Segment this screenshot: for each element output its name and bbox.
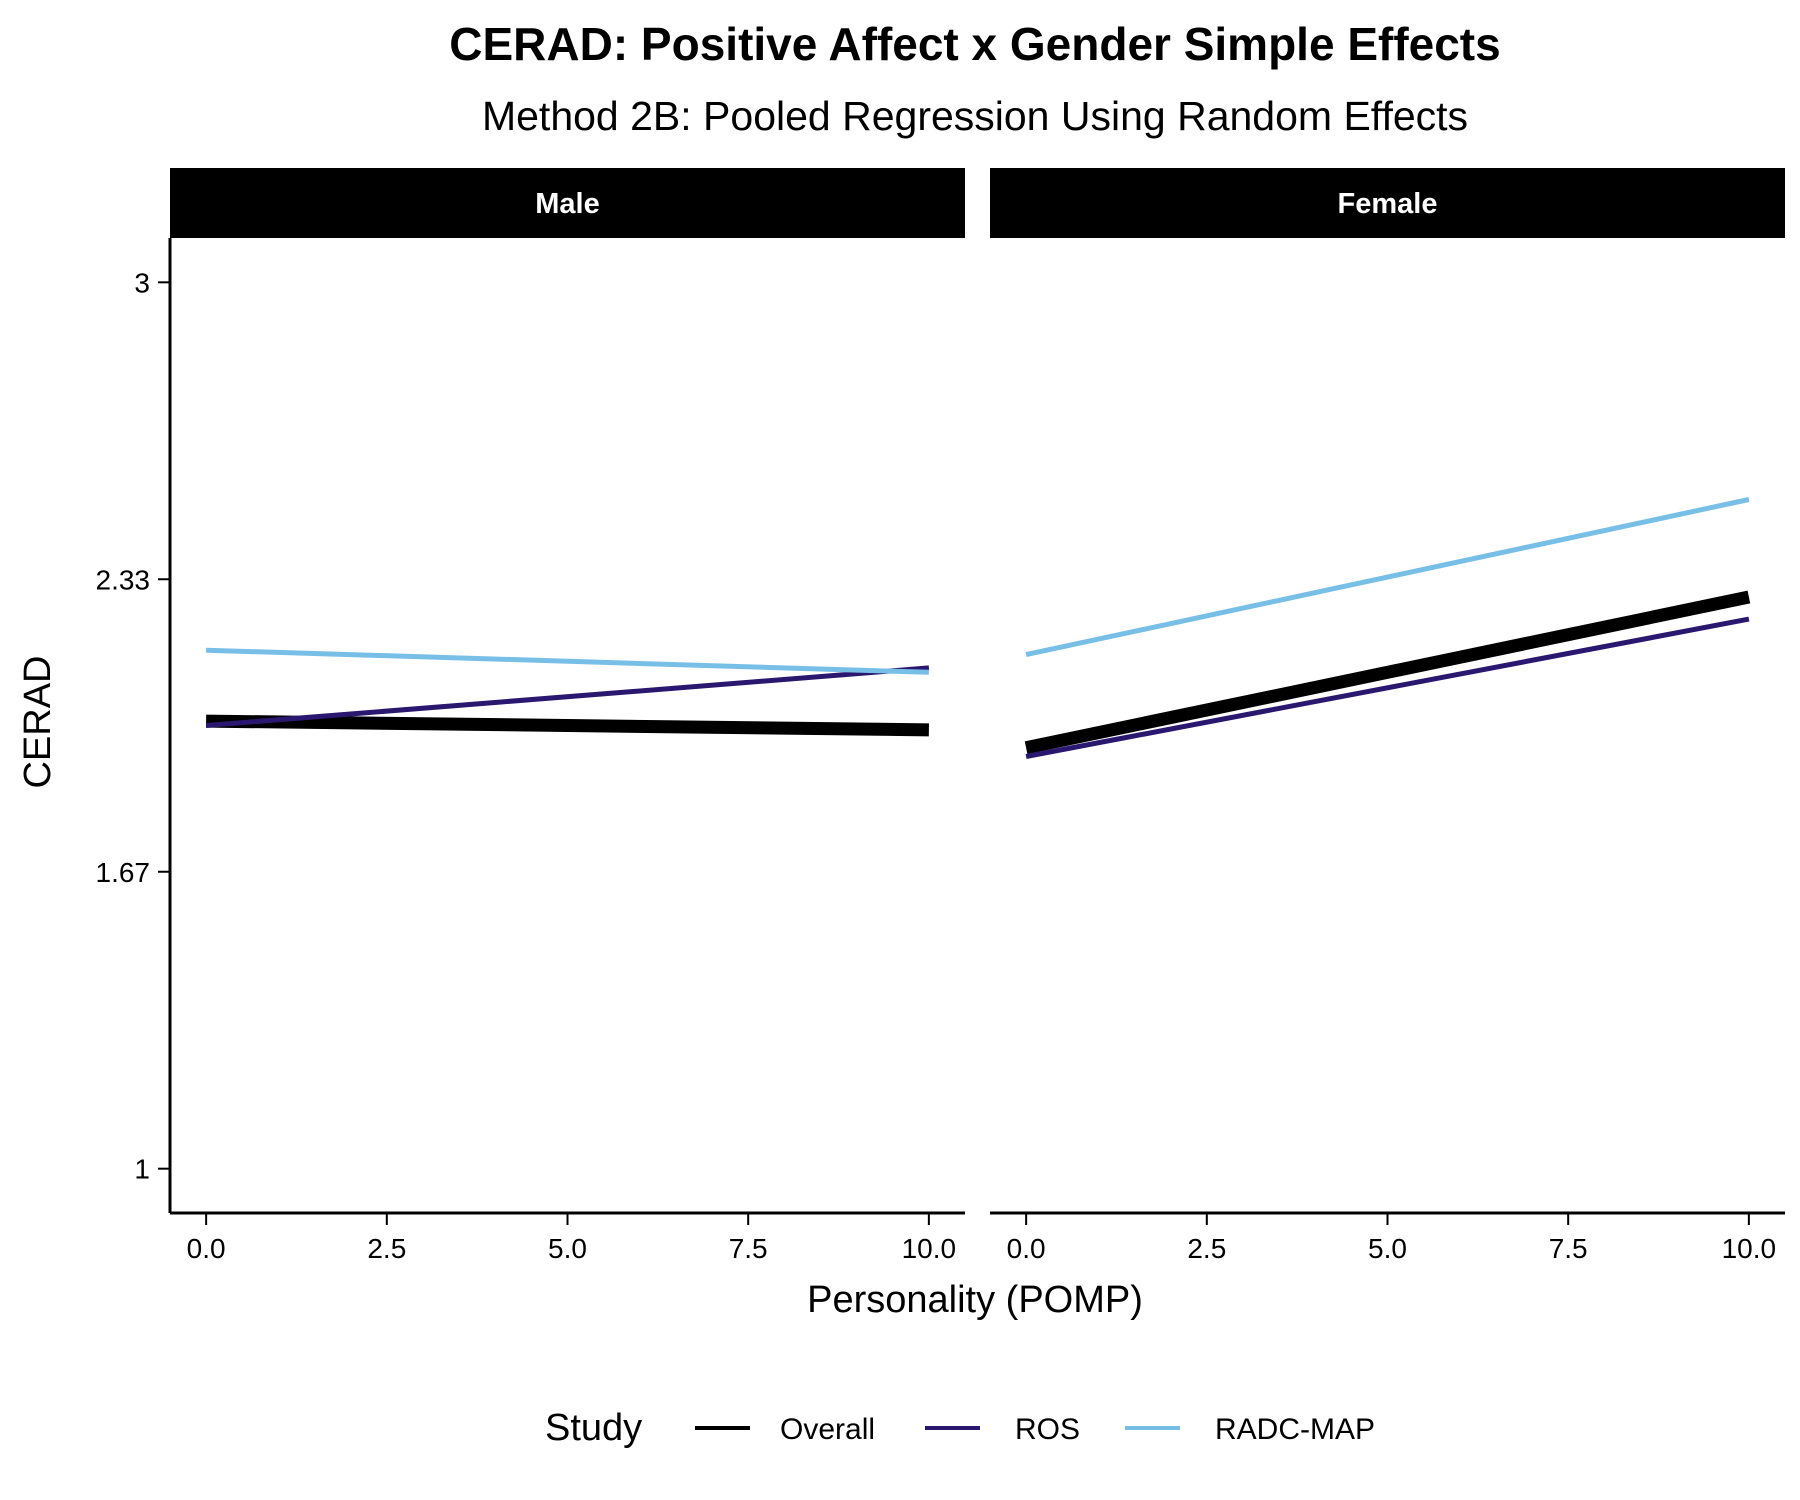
series-line-radc-map <box>1025 497 1750 658</box>
y-tick-label: 1 <box>134 1154 150 1185</box>
legend-label: ROS <box>1015 1413 1080 1446</box>
y-axis: 1 1.67 2.33 3 <box>96 238 172 1213</box>
series-line-radc-map <box>206 647 929 675</box>
chart-subtitle: Method 2B: Pooled Regression Using Rando… <box>482 93 1468 139</box>
panel-male: Male 0.0 2.5 5.0 7.5 10.0 <box>170 168 965 1264</box>
x-tick-label: 2.5 <box>1187 1233 1226 1264</box>
chart-title: CERAD: Positive Affect x Gender Simple E… <box>449 18 1500 70</box>
x-tick-label: 2.5 <box>367 1233 406 1264</box>
x-tick-label: 0.0 <box>187 1233 226 1264</box>
legend: Study Overall ROS RADC-MAP <box>545 1407 1375 1449</box>
x-tick-label: 5.0 <box>1368 1233 1407 1264</box>
y-tick-label: 3 <box>134 267 150 298</box>
y-tick-label: 2.33 <box>96 564 151 595</box>
series-line-ros <box>1025 616 1750 759</box>
facet-strip <box>990 168 1785 238</box>
x-tick-label: 7.5 <box>1549 1233 1588 1264</box>
legend-label: Overall <box>780 1413 875 1446</box>
facet-strip-label: Male <box>535 188 599 220</box>
x-tick-label: 0.0 <box>1007 1233 1046 1264</box>
panel-female: Female 0.0 2.5 5.0 7.5 10.0 <box>990 168 1785 1264</box>
series-line-overall <box>206 714 929 737</box>
facet-panels: Male 0.0 2.5 5.0 7.5 10.0 Female 0.0 2.5 5.0 7.5 10… <box>96 168 1785 1264</box>
x-tick-label: 5.0 <box>548 1233 587 1264</box>
series-line-ros <box>205 665 930 728</box>
x-tick-label: 10.0 <box>902 1233 957 1264</box>
x-axis-title: Personality (POMP) <box>807 1279 1143 1321</box>
facet-strip <box>170 168 965 238</box>
x-tick-label: 10.0 <box>1722 1233 1777 1264</box>
series-line-overall <box>1024 590 1751 755</box>
facet-strip-label: Female <box>1338 188 1438 220</box>
legend-label: RADC-MAP <box>1215 1413 1375 1446</box>
y-tick-label: 1.67 <box>96 857 151 888</box>
y-axis-title: CERAD <box>17 655 59 788</box>
legend-title: Study <box>545 1407 642 1449</box>
x-tick-label: 7.5 <box>729 1233 768 1264</box>
